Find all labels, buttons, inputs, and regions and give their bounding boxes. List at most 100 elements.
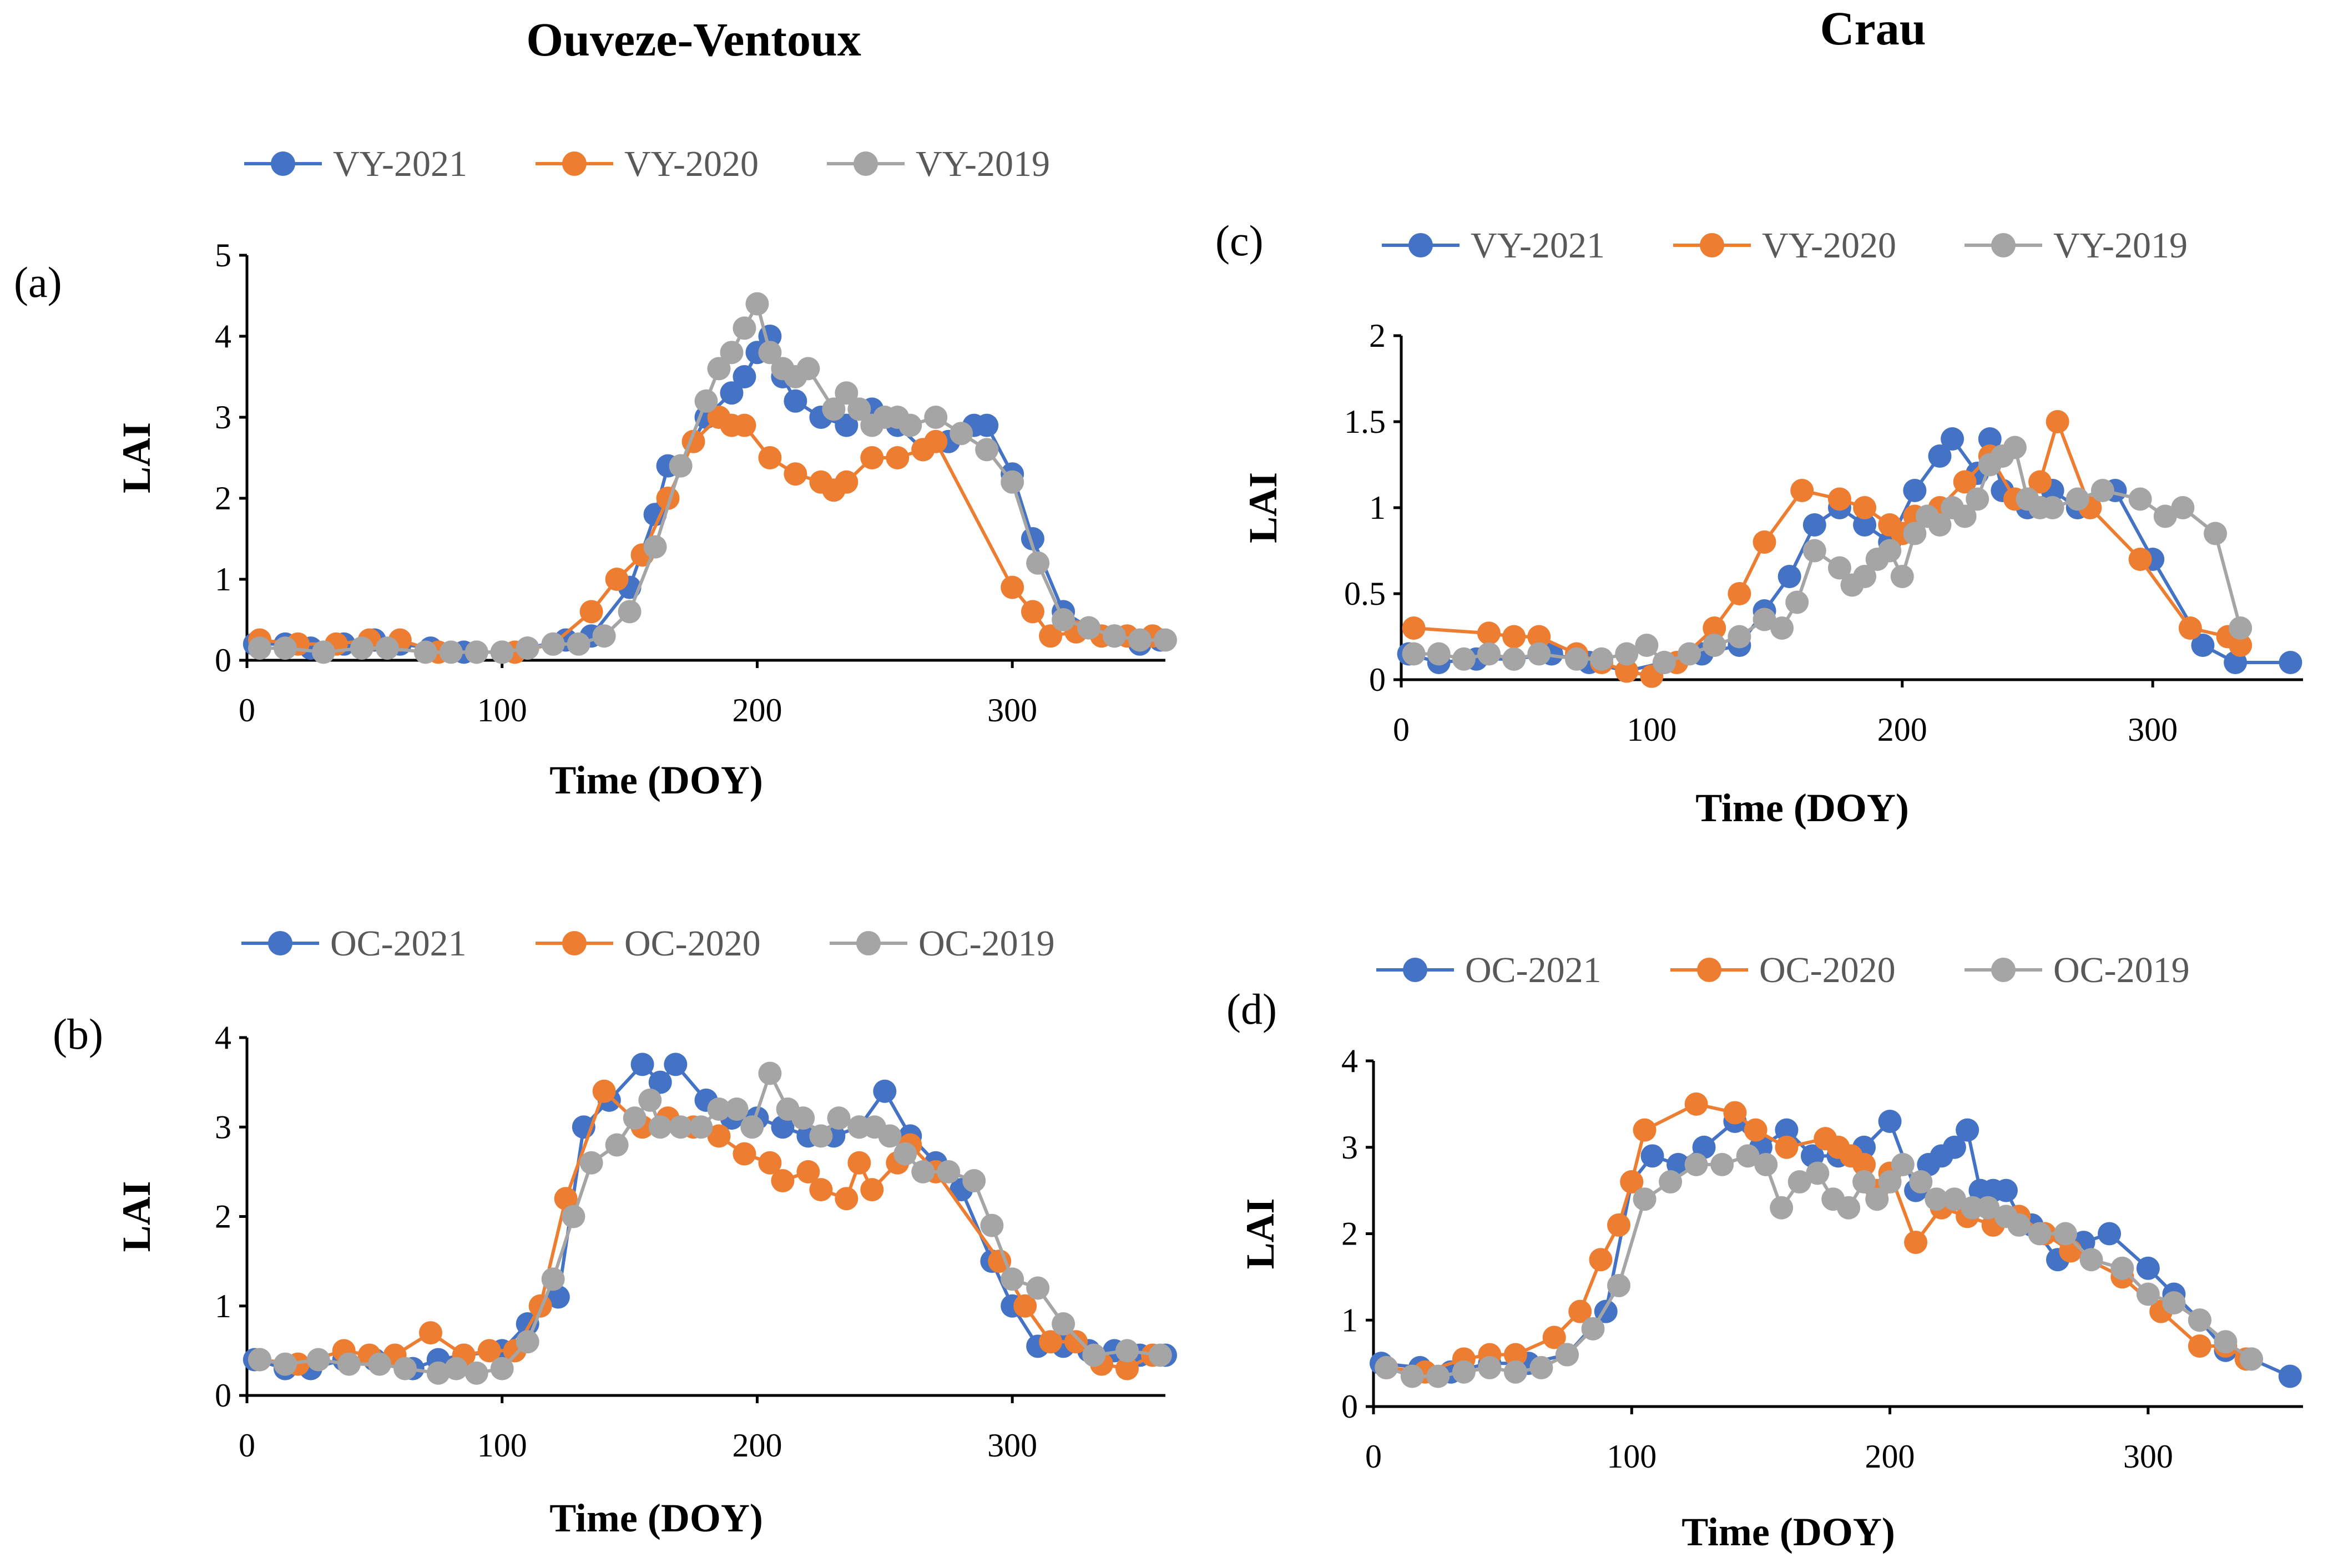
data-point <box>2188 1308 2211 1332</box>
data-point <box>419 1321 442 1345</box>
data-point <box>694 389 718 413</box>
data-point <box>1925 1187 1948 1211</box>
data-point <box>2136 1282 2160 1306</box>
data-point <box>1852 1152 1876 1176</box>
data-point <box>1581 1317 1605 1341</box>
data-point <box>707 357 731 381</box>
data-point <box>975 413 999 437</box>
data-point <box>1452 1360 1476 1384</box>
data-point <box>1678 642 1701 666</box>
data-point <box>490 640 514 664</box>
panel-c: (c) 0 0.5 1 1.5 2 0 100 200 300 Time (DOY) LAI VY-20… <box>1215 216 2303 830</box>
data-point <box>1103 624 1127 648</box>
data-point <box>835 381 859 405</box>
data-point <box>630 1053 654 1076</box>
data-point <box>1827 556 1851 580</box>
data-point <box>1640 1144 1664 1168</box>
data-point <box>2204 522 2228 545</box>
data-point <box>567 632 590 656</box>
data-point <box>1736 1144 1760 1168</box>
data-point <box>2128 487 2152 511</box>
data-point <box>835 413 859 437</box>
data-point <box>541 1267 565 1291</box>
data-point <box>618 600 642 624</box>
data-point <box>860 1178 884 1202</box>
data-point <box>878 1124 902 1148</box>
data-point <box>1615 642 1639 666</box>
data-point <box>1115 1339 1139 1363</box>
data-point <box>1710 1152 1734 1176</box>
data-point <box>1744 1118 1768 1142</box>
series-oc-2019 <box>248 1061 1172 1385</box>
legend-entry-vy-2019: VY-2019 <box>827 144 1050 184</box>
data-point <box>2007 1213 2031 1237</box>
data-point <box>1802 539 1826 563</box>
legend-entry-oc-2019: OC-2019 <box>1965 950 2190 990</box>
data-point <box>1806 1161 1830 1185</box>
data-point <box>1021 600 1044 624</box>
data-point <box>1564 647 1588 671</box>
data-point <box>306 1348 330 1372</box>
series-oc-2019 <box>1375 1144 2263 1388</box>
data-point <box>725 1097 749 1121</box>
data-point <box>2188 1334 2211 1358</box>
y-tick-label: 0 <box>1341 1388 1358 1425</box>
data-point <box>1878 1110 1902 1134</box>
data-point <box>758 1151 782 1175</box>
legend-marker <box>268 931 292 955</box>
data-point <box>1890 565 1914 588</box>
data-point <box>1529 1355 1553 1379</box>
data-point <box>1928 513 1952 537</box>
legend-label: OC-2019 <box>918 923 1055 964</box>
y-tick-label: 2 <box>1341 1216 1358 1252</box>
data-point <box>2098 1222 2122 1246</box>
data-point <box>1542 1326 1566 1349</box>
legend-label: OC-2021 <box>330 923 467 964</box>
data-point <box>490 1357 514 1380</box>
data-point <box>2229 616 2253 640</box>
data-point <box>1001 470 1024 494</box>
legend-marker <box>1697 958 1721 982</box>
data-point <box>707 1097 731 1121</box>
series-line <box>259 416 1153 654</box>
data-point <box>605 1133 629 1157</box>
data-point <box>1853 513 1877 537</box>
data-point <box>758 446 782 469</box>
data-point <box>924 406 948 429</box>
data-point <box>1635 634 1659 657</box>
data-point <box>464 1361 488 1385</box>
legend-marker <box>562 931 587 955</box>
data-point <box>745 292 769 316</box>
legend-entry-vy-2020: VY-2020 <box>1673 225 1896 266</box>
data-point <box>771 1115 795 1139</box>
legend-marker <box>1403 958 1427 982</box>
data-point <box>1770 1196 1794 1220</box>
data-point <box>1375 1355 1398 1379</box>
data-point <box>1400 1364 1424 1388</box>
y-tick-label: 5 <box>215 237 231 274</box>
legend-entry-oc-2021: OC-2021 <box>1376 950 1602 990</box>
x-tick-label: 100 <box>477 1427 527 1464</box>
legend-marker <box>1408 233 1433 257</box>
y-tick-label: 4 <box>215 1019 231 1056</box>
legend-entry-vy-2019: VY-2019 <box>1965 225 2188 266</box>
data-point <box>1026 1276 1050 1300</box>
data-point <box>444 1357 468 1380</box>
data-point <box>809 1178 833 1202</box>
legend-label: OC-2020 <box>1759 950 1896 990</box>
data-point <box>1478 1355 1502 1379</box>
data-point <box>758 1061 782 1085</box>
data-point <box>2079 1248 2103 1272</box>
data-point <box>1837 1196 1861 1220</box>
data-point <box>337 1352 361 1376</box>
data-point <box>1827 487 1851 511</box>
legend-label: VY-2019 <box>916 144 1050 184</box>
data-point <box>1994 1178 2018 1202</box>
legend-entry-oc-2020: OC-2020 <box>1670 950 1896 990</box>
legend-label: VY-2020 <box>1762 225 1896 266</box>
data-point <box>1001 1267 1024 1291</box>
panel-tag-c: (c) <box>1215 216 1264 265</box>
data-point <box>1790 479 1814 502</box>
legend-entry-vy-2021: VY-2021 <box>1382 225 1605 266</box>
